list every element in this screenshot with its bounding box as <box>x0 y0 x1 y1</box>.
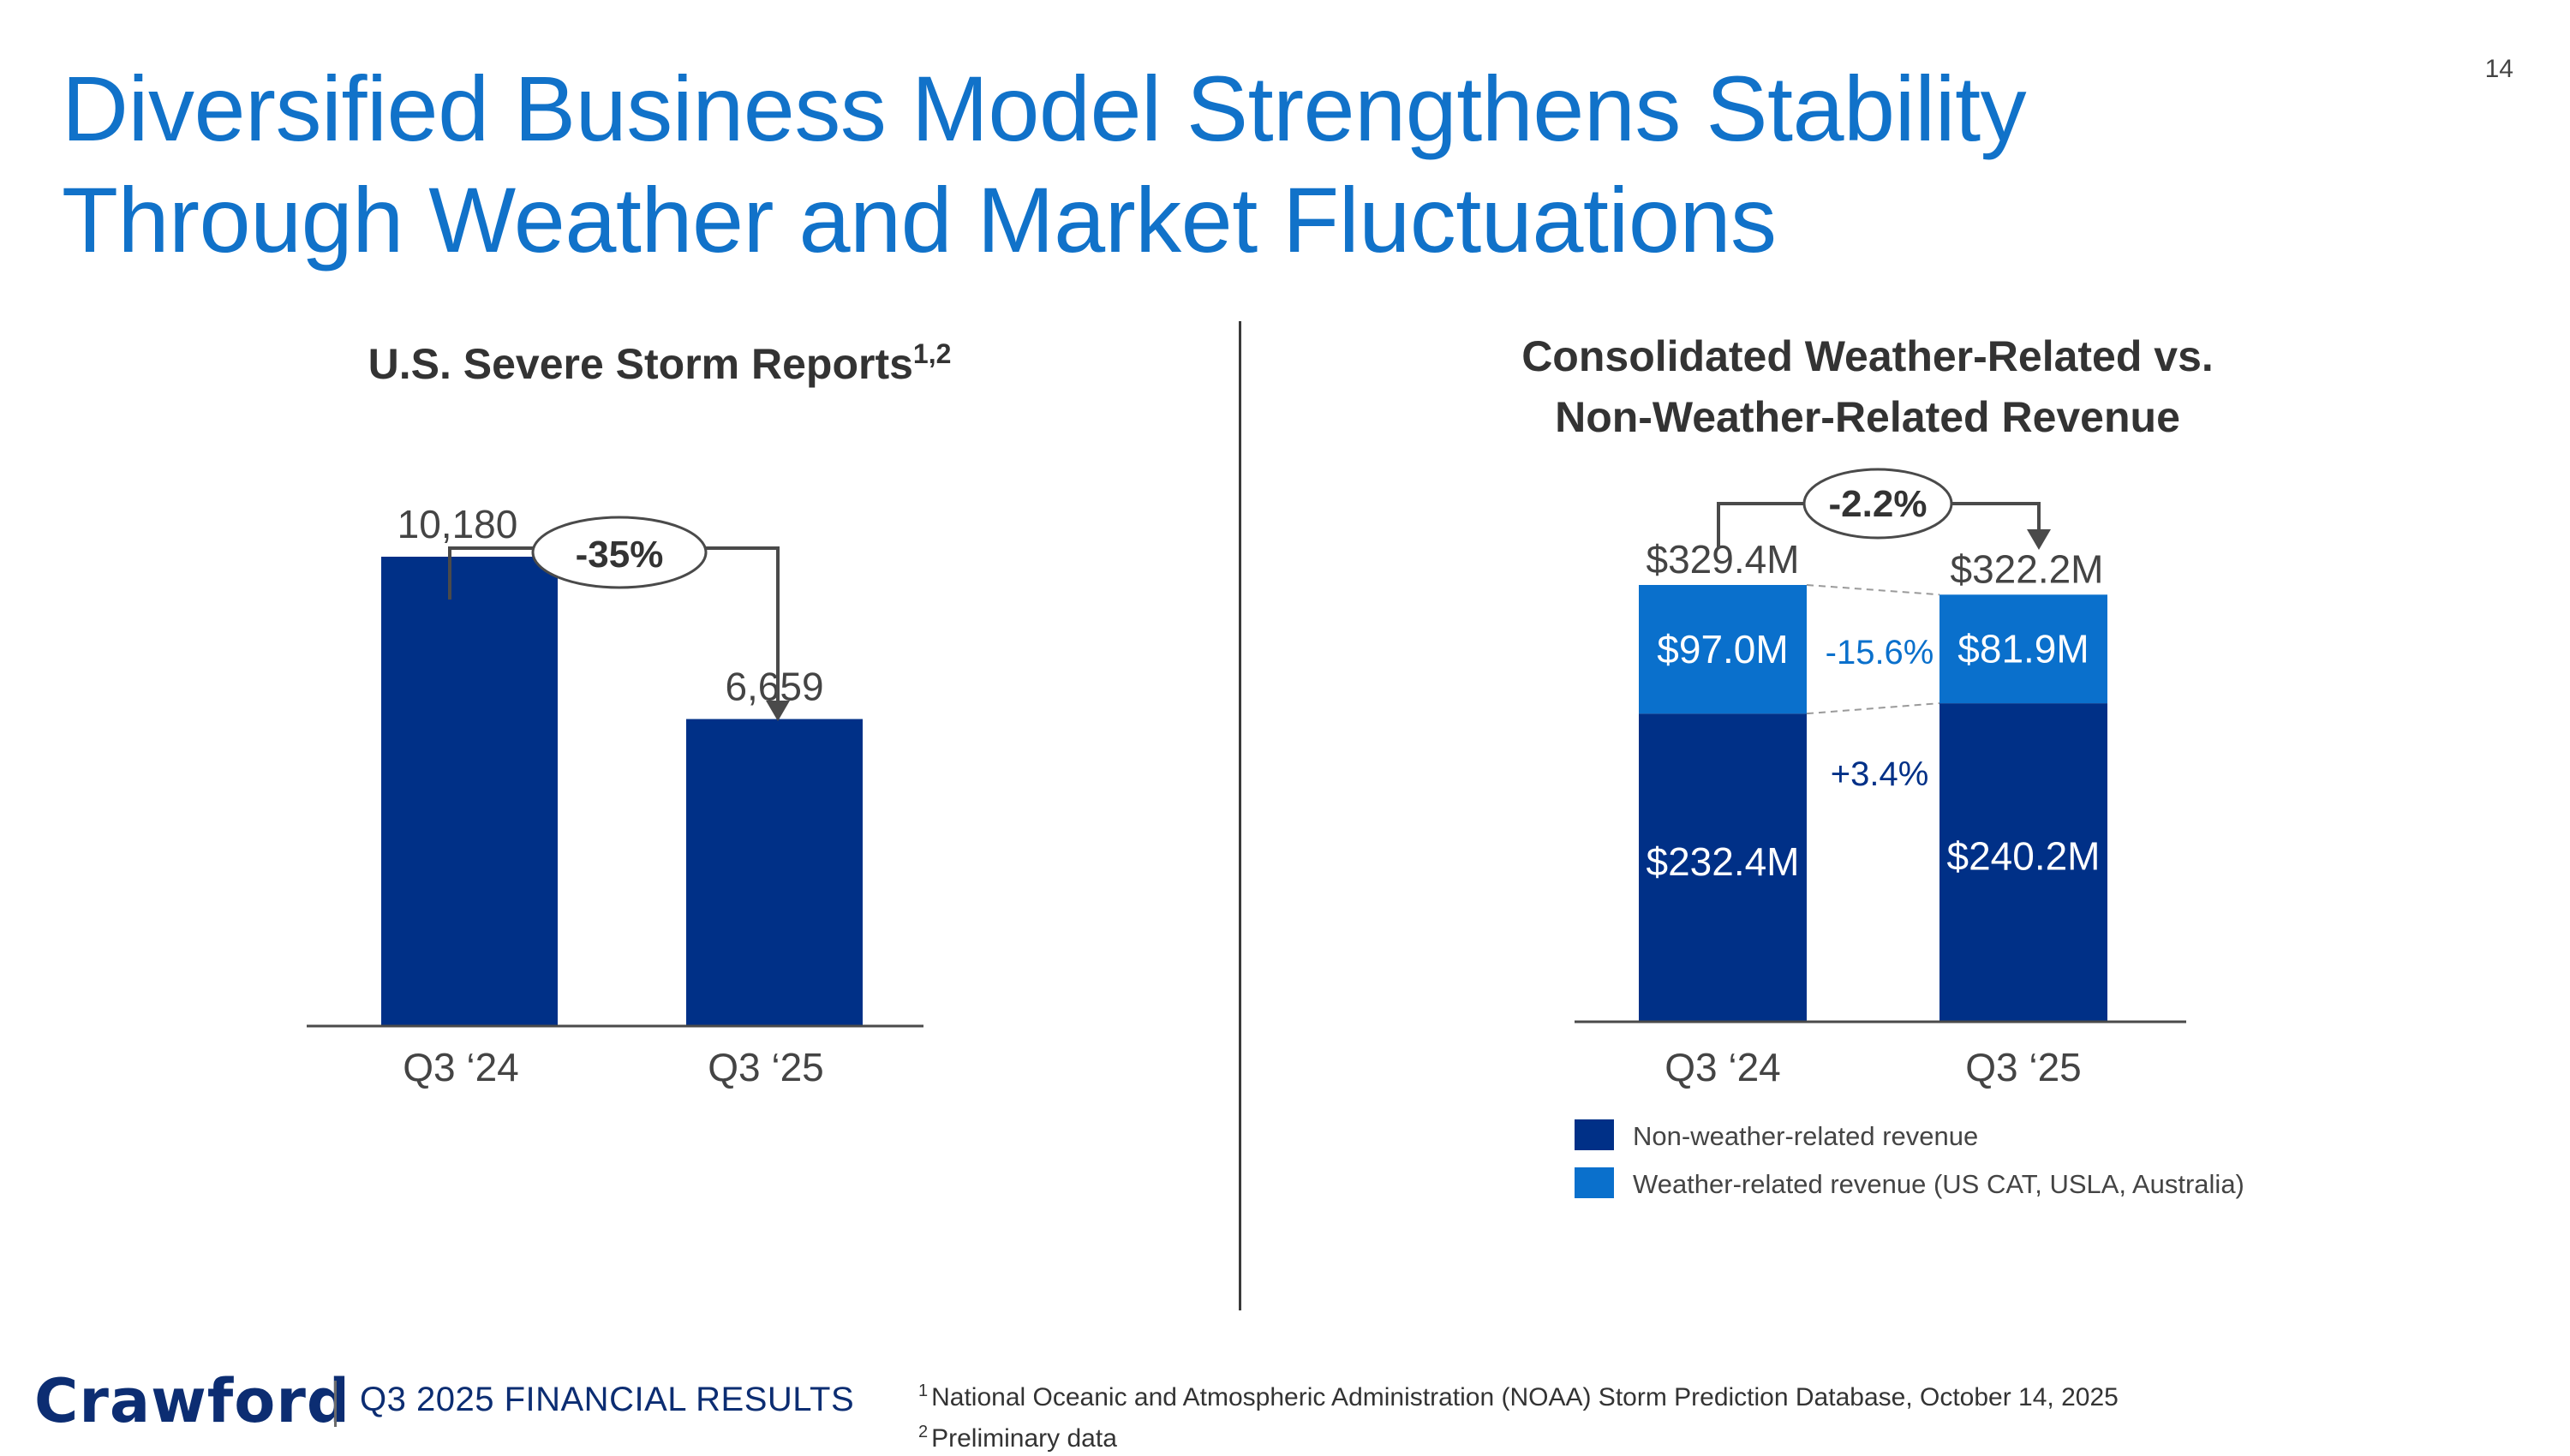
page-number: 14 <box>2484 55 2513 83</box>
non-weather-value-label: $240.2M <box>1946 834 2100 879</box>
revenue-change-label: -2.2% <box>1829 483 1928 525</box>
down-arrow-icon <box>766 701 790 721</box>
footnotes: 1 National Oceanic and Atmospheric Admini… <box>918 1374 2119 1456</box>
storm-bars <box>381 557 863 1026</box>
legend-swatch-weather <box>1575 1167 1614 1198</box>
revenue-change-bubble <box>1802 468 1953 540</box>
footnote-text: Preliminary data <box>931 1424 1117 1453</box>
revenue-bars <box>1639 585 2107 1022</box>
footer-separator <box>334 1381 337 1427</box>
slide-title-line-2: Through Weather and Market Fluctuations <box>62 168 1777 272</box>
revenue-chart-title-line-1: Consolidated Weather-Related vs. <box>1521 332 2214 380</box>
crawford-logo: Crawford <box>34 1366 350 1436</box>
weather-bar-2 <box>1939 594 2107 704</box>
revenue-total-label: $322.2M <box>1950 546 2103 591</box>
revenue-chart-title-line-2: Non-Weather-Related Revenue <box>1555 393 2180 441</box>
non-weather-value-label: $232.4M <box>1646 839 1799 884</box>
storm-chart-title-text: U.S. Severe Storm Reports <box>368 340 913 388</box>
slide-title-line-1: Diversified Business Model Strengthens S… <box>62 57 2027 160</box>
storm-change-bubble <box>531 516 708 589</box>
revenue-total-label: $329.4M <box>1646 537 1799 582</box>
revenue-x-tick-label: Q3 ‘25 <box>1965 1045 2082 1089</box>
footnote-mark: 1 <box>918 1381 929 1400</box>
footer-label: Q3 2025 FINANCIAL RESULTS <box>360 1381 855 1418</box>
footnote-text: National Oceanic and Atmospheric Adminis… <box>931 1383 2119 1411</box>
non-weather-bar-1 <box>1639 713 1807 1022</box>
weather-change-label: -15.6% <box>1826 634 1934 671</box>
storm-reports-chart: U.S. Severe Storm Reports1,2 Q3 ‘24 Q3 ‘… <box>307 338 951 1089</box>
footnote-mark: 2 <box>918 1423 929 1441</box>
storm-bar-2 <box>686 719 863 1026</box>
legend-label-weather: Weather-related revenue (US CAT, USLA, A… <box>1633 1169 2244 1199</box>
revenue-x-tick-label: Q3 ‘24 <box>1665 1045 1781 1089</box>
chart-divider <box>1239 321 1241 1310</box>
weather-value-label: $81.9M <box>1957 627 2089 671</box>
revenue-chart: Consolidated Weather-Related vs. Non-Wea… <box>1521 332 2244 1199</box>
storm-bar-1 <box>381 557 558 1026</box>
weather-value-label: $97.0M <box>1657 627 1788 671</box>
storm-chart-title-superscript: 1,2 <box>913 338 951 369</box>
slide-title: Diversified Business Model Strengthens S… <box>62 53 2289 276</box>
legend-label-non-weather: Non-weather-related revenue <box>1633 1121 1978 1151</box>
legend-swatch-non-weather <box>1575 1119 1614 1150</box>
non-weather-bar-2 <box>1939 703 2107 1022</box>
non-weather-change-label: +3.4% <box>1831 755 1929 793</box>
non-weather-connector-line <box>1806 702 1940 715</box>
storm-value-label: 10,180 <box>397 502 518 546</box>
storm-x-tick-label: Q3 ‘24 <box>403 1045 519 1089</box>
weather-bar-1 <box>1639 585 1807 714</box>
storm-x-tick-label: Q3 ‘25 <box>708 1045 824 1089</box>
weather-connector-line <box>1806 584 1940 596</box>
storm-chart-title: U.S. Severe Storm Reports1,2 <box>368 338 952 388</box>
storm-change-label: -35% <box>576 534 664 576</box>
footnote-1: 1 National Oceanic and Atmospheric Admini… <box>918 1374 2119 1415</box>
down-arrow-icon <box>2027 529 2051 550</box>
footnote-2: 2 Preliminary data <box>918 1415 2119 1456</box>
